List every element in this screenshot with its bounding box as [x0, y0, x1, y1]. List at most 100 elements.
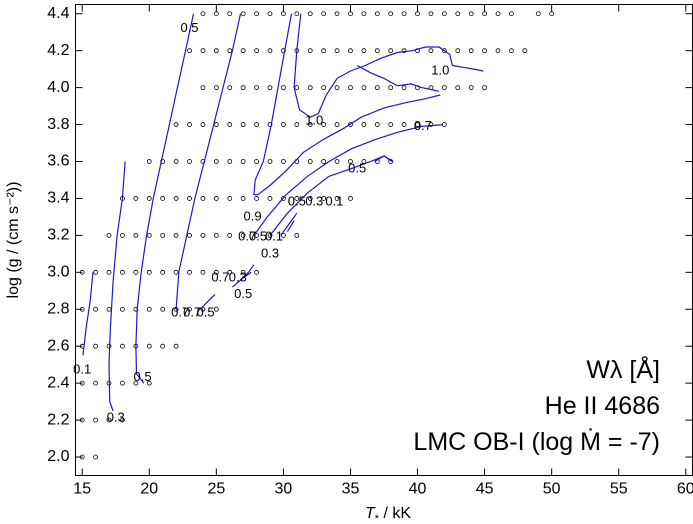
grid-point [374, 11, 380, 17]
contour-line [253, 124, 444, 236]
grid-point [213, 306, 219, 312]
grid-point [173, 159, 179, 164]
y-tick-label: 4.2 [47, 42, 69, 59]
y-tick-label: 4.0 [47, 79, 69, 96]
grid-point [120, 269, 125, 275]
grid-point [307, 159, 313, 164]
x-tick-label: 60 [677, 481, 693, 498]
grid-point [200, 85, 206, 91]
grid-point [227, 11, 233, 17]
grid-point [348, 11, 353, 17]
grid-point [213, 85, 219, 91]
grid-point [240, 48, 246, 54]
grid-point [173, 232, 179, 238]
grid-point [334, 122, 340, 127]
grid-point [200, 159, 206, 164]
grid-point [133, 196, 139, 201]
grid-point [455, 85, 461, 91]
grid-point [187, 122, 192, 127]
grid-point [348, 85, 353, 91]
grid-point [120, 343, 125, 349]
contour-label: 0.7 [238, 229, 256, 244]
grid-point [468, 48, 474, 54]
x-axis-ticks: 15 20 25 30 35 40 45 50 55 60 [73, 4, 693, 498]
x-tick-label: 50 [543, 481, 561, 498]
grid-point [281, 159, 286, 164]
y-tick-label: 2.8 [47, 300, 69, 317]
grid-point [240, 232, 246, 238]
grid-point [415, 11, 420, 17]
grid-point [146, 269, 152, 275]
grid-point [200, 269, 206, 275]
info-line-quantity: Wλ [Å] [586, 354, 660, 384]
grid-point [294, 232, 300, 238]
y-tick-label: 3.2 [47, 227, 69, 244]
grid-point [509, 48, 514, 54]
grid-point [307, 122, 313, 127]
grid-point [321, 122, 327, 127]
grid-point [213, 159, 219, 164]
grid-point [321, 85, 327, 91]
grid-point [388, 48, 394, 54]
grid-point [468, 85, 474, 91]
contour-label: 0.5 [197, 304, 215, 319]
grid-point [267, 85, 273, 91]
grid-point [173, 196, 179, 201]
grid-point [348, 122, 353, 127]
contour-labels: 0.10.30.50.50.91.01.00.70.50.5 0.3 0.10.70… [73, 20, 449, 425]
y-tick-label: 3.6 [47, 153, 69, 170]
grid-point [334, 159, 340, 164]
grid-point [441, 48, 447, 54]
grid-point [441, 85, 447, 91]
grid-point [361, 85, 367, 91]
x-axis-label: T* / kK [365, 505, 411, 524]
contour-line [280, 212, 298, 236]
grid-point [187, 306, 192, 312]
contour-line [135, 13, 195, 384]
grid-point [227, 232, 233, 238]
grid-point [200, 232, 206, 238]
x-axis-label-subscript: * [375, 513, 380, 524]
grid-point [240, 159, 246, 164]
grid-point [334, 48, 340, 54]
grid-point [93, 269, 99, 275]
contour-line [108, 161, 126, 412]
x-tick-label: 25 [207, 481, 225, 498]
grid-point [254, 269, 259, 275]
y-tick-label: 2.2 [47, 411, 69, 428]
grid-point [482, 11, 487, 17]
grid-point [267, 159, 273, 164]
grid-point [200, 196, 206, 201]
contour-label: 1.0 [305, 112, 323, 127]
grid-point [106, 269, 112, 275]
contour-label: 0.7 [171, 304, 189, 319]
contour-label: 0.7 [211, 269, 229, 284]
x-tick-label: 15 [73, 481, 91, 498]
grid-point [160, 269, 166, 275]
grid-point [374, 85, 380, 91]
grid-point [509, 11, 514, 17]
y-tick-label: 3.8 [47, 116, 69, 133]
grid-point [254, 122, 259, 127]
contour-line [199, 294, 216, 310]
grid-point [120, 380, 125, 386]
grid-point [227, 269, 233, 275]
grid-point [133, 269, 139, 275]
grid-point [348, 48, 353, 54]
grid-point [294, 11, 300, 17]
grid-point [187, 269, 192, 275]
grid-point [401, 85, 407, 91]
contour-label: 0.7 [183, 304, 201, 319]
x-tick-label: 55 [610, 481, 628, 498]
contour-line [175, 13, 242, 310]
grid-point [281, 122, 286, 127]
grid-point [254, 159, 259, 164]
y-tick-label: 3.0 [47, 264, 69, 281]
contour-line [253, 13, 441, 196]
grid-point [415, 122, 420, 127]
grid-point [455, 48, 461, 54]
grid-point [388, 11, 394, 17]
contour-label: 0.3 [107, 410, 125, 425]
